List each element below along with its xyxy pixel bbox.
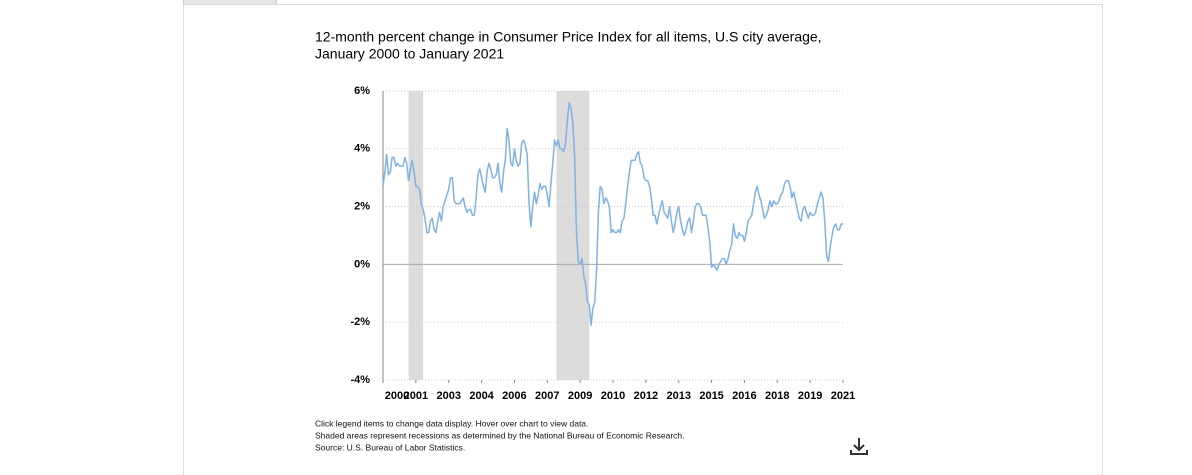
page: 12-month percent change in Consumer Pric… xyxy=(183,0,1103,475)
y-tick-label: 0% xyxy=(354,258,370,270)
x-tick-label: 2000 xyxy=(385,390,409,402)
x-tick-label: 2019 xyxy=(798,390,822,402)
chart-frame xyxy=(183,4,1103,475)
y-tick-label: 6% xyxy=(354,85,370,97)
x-tick-label: 2006 xyxy=(502,390,526,402)
download-icon[interactable] xyxy=(850,438,868,455)
x-tick-label: 2021 xyxy=(831,390,855,402)
x-tick-label: 2013 xyxy=(666,390,690,402)
chart-title: January 2000 to January 2021 xyxy=(315,46,504,62)
x-tick-label: 2015 xyxy=(699,390,723,402)
cpi-line xyxy=(382,101,843,326)
x-tick-label: 2004 xyxy=(469,390,494,402)
x-tick-label: 2001 xyxy=(404,390,428,402)
y-tick-label: -2% xyxy=(350,316,370,328)
recession-band xyxy=(408,91,424,380)
x-tick-label: 2012 xyxy=(634,390,658,402)
x-tick-label: 2016 xyxy=(732,390,756,402)
note: Source: U.S. Bureau of Labor Statistics. xyxy=(315,442,465,452)
x-tick-label: 2018 xyxy=(765,390,789,402)
note: Shaded areas represent recessions as det… xyxy=(315,430,684,440)
x-tick-label: 2009 xyxy=(568,390,592,402)
y-tick-label: 4% xyxy=(354,143,370,155)
note: Click legend items to change data displa… xyxy=(315,418,588,428)
y-tick-label: 2% xyxy=(354,201,370,213)
x-tick-label: 2003 xyxy=(436,390,460,402)
chart: 12-month percent change in Consumer Pric… xyxy=(315,29,868,455)
x-tick-label: 2010 xyxy=(601,390,625,402)
recession-band xyxy=(556,91,590,380)
chart-title: 12-month percent change in Consumer Pric… xyxy=(315,29,822,45)
x-tick-label: 2007 xyxy=(535,390,559,402)
y-tick-label: -4% xyxy=(350,374,370,386)
